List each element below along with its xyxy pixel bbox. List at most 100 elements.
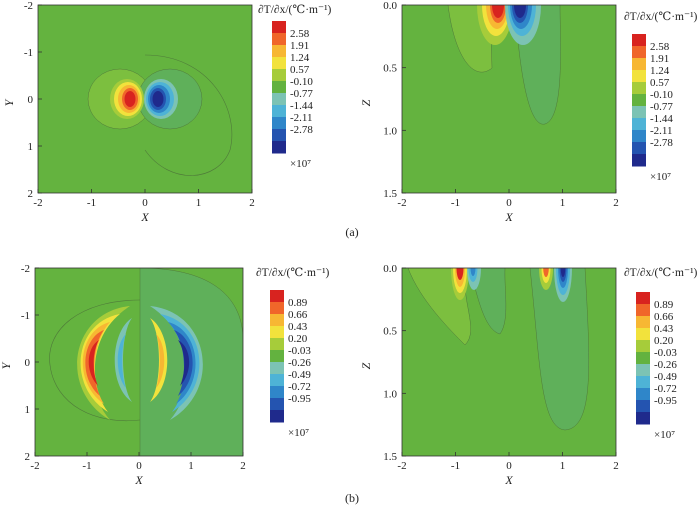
x-tick-label: -1	[451, 197, 460, 209]
plot-area	[402, 5, 616, 193]
colorbar-multiplier: ×10⁷	[290, 158, 311, 170]
colorbar-swatch	[270, 398, 284, 411]
y-axis-label: Z	[359, 362, 373, 369]
colorbar-swatch	[270, 362, 284, 375]
colorbar-multiplier: ×10⁷	[288, 427, 309, 439]
colorbar-swatch	[632, 154, 646, 167]
colorbar-label: 0.43	[654, 323, 674, 335]
colorbar-swatch	[272, 117, 286, 130]
x-tick-label: 0	[506, 197, 512, 209]
colorbar-swatch	[632, 34, 646, 47]
x-tick-label: 0	[506, 460, 512, 472]
colorbar-swatch	[632, 106, 646, 119]
panel-a-plan: -2 -1 0 1 2 -2 -1 0 1 2 X Y	[2, 0, 255, 224]
colorbar-swatch	[270, 290, 284, 303]
colorbar-swatch	[636, 364, 650, 377]
colorbar-swatch	[632, 82, 646, 95]
x-tick-label: 2	[249, 197, 255, 209]
colorbar-label: 0.20	[288, 333, 308, 345]
crescent-positive-inner	[150, 318, 168, 402]
colorbar-label: -0.95	[288, 393, 311, 405]
contour-negative-core	[152, 91, 164, 107]
colorbar-label: 0.66	[288, 309, 308, 321]
x-tick-label: -1	[451, 460, 460, 472]
colorbar-label: 0.20	[654, 335, 674, 347]
colorbar-title: ∂T/∂x/(℃·m⁻¹)	[624, 11, 698, 23]
colorbar-label: -0.49	[654, 371, 677, 383]
x-tick-label: -1	[82, 460, 91, 472]
y-axis-label: Z	[359, 99, 373, 106]
y-tick-label: 1	[28, 141, 34, 153]
colorbar-swatch	[272, 129, 286, 142]
crescent-positive	[82, 322, 110, 404]
y-tick-label: 0.0	[383, 0, 397, 12]
colorbar-swatch	[636, 316, 650, 329]
colorbar-label: 2.58	[650, 41, 670, 53]
colorbar-label: -0.03	[654, 347, 677, 359]
y-tick-label: 0	[28, 94, 34, 106]
colorbar-swatch	[636, 388, 650, 401]
crescent-positive-core	[88, 340, 99, 386]
colorbar-swatch	[270, 338, 284, 351]
colorbar-label: 1.91	[650, 53, 669, 65]
y-tick-label: -2	[21, 263, 30, 275]
colorbar-b-section: ∂T/∂x/(℃·m⁻¹)0.890.660.430.20-0.03-0.26-…	[624, 267, 698, 441]
y-tick-label: 1.0	[383, 125, 397, 137]
y-tick-label: 0	[25, 357, 31, 369]
colorbar-swatch	[272, 33, 286, 46]
colorbar-label: -2.11	[290, 112, 313, 124]
colorbar-swatch	[270, 326, 284, 339]
caption-b: (b)	[345, 491, 359, 505]
colorbar-label: -1.44	[650, 113, 673, 125]
colorbar-label: -2.78	[290, 124, 313, 136]
colorbar-multiplier: ×10⁷	[654, 429, 675, 441]
crescent-positive-inner	[156, 334, 165, 388]
contours	[447, 5, 561, 125]
colorbar-label: -0.10	[290, 76, 313, 88]
y-tick-label: 0.5	[383, 326, 397, 338]
colorbar-swatch	[272, 141, 286, 154]
colorbar-swatch	[636, 376, 650, 389]
y-tick-label: 0.5	[383, 63, 397, 75]
colorbar-swatch	[270, 410, 284, 423]
contour-negative	[470, 268, 476, 276]
colorbar-label: -0.95	[654, 395, 677, 407]
y-tick-label: 1.5	[383, 188, 397, 200]
y-tick-label: 1.5	[383, 451, 397, 463]
colorbar-label: 2.58	[290, 28, 310, 40]
colorbar-swatch	[636, 352, 650, 365]
colorbar-swatch	[272, 105, 286, 118]
colorbar-label: -2.11	[650, 125, 673, 137]
colorbar-swatch	[270, 314, 284, 327]
colorbar-swatch	[272, 21, 286, 34]
colorbar-swatch	[632, 118, 646, 131]
colorbar-a-section: ∂T/∂x/(℃·m⁻¹)2.581.911.240.57-0.10-0.77-…	[624, 11, 698, 183]
colorbar-swatch	[632, 58, 646, 71]
crescent-negative	[168, 322, 196, 404]
colorbar-title: ∂T/∂x/(℃·m⁻¹)	[624, 267, 698, 279]
contour-outline	[469, 268, 507, 335]
colorbar-label: -1.44	[290, 100, 313, 112]
colorbar-swatch	[636, 340, 650, 353]
colorbar-multiplier: ×10⁷	[650, 171, 671, 183]
colorbar-label: -0.72	[288, 381, 311, 393]
contour-negative-core	[514, 5, 526, 18]
x-tick-label: 2	[613, 460, 619, 472]
panel-b-plan: -2 -1 0 1 2 -2 -1 0 1 2 X Y	[0, 263, 246, 487]
y-tick-label: 2	[28, 188, 34, 200]
contour-positive-core	[456, 268, 464, 280]
colorbar-swatch	[270, 350, 284, 363]
x-axis-label: X	[134, 473, 143, 487]
colorbar-swatch	[636, 304, 650, 317]
x-axis-label: X	[504, 473, 513, 487]
colorbar-swatch	[632, 142, 646, 155]
colorbar-swatch	[272, 93, 286, 106]
colorbar-swatch	[272, 57, 286, 70]
contour-positive-core	[124, 91, 136, 107]
colorbar-swatch	[270, 374, 284, 387]
colorbar-label: -0.26	[654, 359, 677, 371]
panel-b-section: -2 -1 0 1 2 0.0 0.5 1.0 1.5 X Z	[359, 263, 619, 487]
colorbar-swatch	[632, 46, 646, 59]
colorbar-title: ∂T/∂x/(℃·m⁻¹)	[258, 4, 332, 16]
colorbar-label: 1.24	[650, 65, 670, 77]
